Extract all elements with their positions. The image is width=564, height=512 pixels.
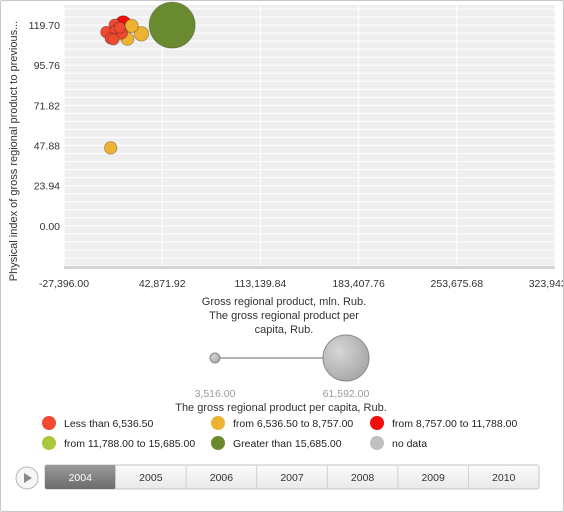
x-tick-label: -27,396.00 — [39, 278, 89, 290]
bubble-point[interactable] — [148, 1, 196, 49]
timeline-year-label: 2004 — [69, 472, 93, 484]
bubble-point[interactable] — [133, 25, 150, 42]
y-axis-title: Physical index of gross regional product… — [8, 21, 20, 281]
size-legend-line-2: capita, Rub. — [255, 324, 314, 336]
timeline-year-label: 2010 — [492, 472, 516, 484]
x-axis-line — [64, 266, 555, 269]
legend-label: from 6,536.50 to 8,757.00 — [233, 418, 353, 430]
timeline-year-label: 2006 — [210, 472, 234, 484]
timeline-bar: 2004 2005 2006 2007 2008 2009 2010 — [15, 464, 540, 490]
size-legend-line-1: The gross regional product per — [209, 310, 359, 322]
timeline-year-label: 2007 — [280, 472, 304, 484]
legend-item[interactable]: no data — [370, 436, 427, 450]
y-tick-label: 23.94 — [34, 181, 60, 193]
legend-swatch — [211, 436, 225, 450]
size-legend-min-label: 3,516.00 — [195, 388, 236, 400]
size-legend-title: The gross regional product per capita, R… — [175, 402, 387, 414]
timeline-year-2005[interactable]: 2005 — [115, 466, 163, 488]
timeline-year-2004[interactable]: 2004 — [45, 465, 116, 489]
timeline-year-label: 2008 — [351, 472, 375, 484]
size-legend-min-bubble — [209, 352, 221, 364]
x-tick-label: 323,943.60 — [529, 278, 563, 290]
plot-area: 0.00 23.94 47.88 71.82 95.76 119.70 -27,396.00… — [29, 1, 563, 290]
legend-swatch — [42, 416, 56, 430]
x-tick-label: 183,407.76 — [332, 278, 385, 290]
legend-swatch — [370, 436, 384, 450]
play-icon — [24, 473, 32, 483]
y-tick-label: 95.76 — [34, 60, 60, 72]
x-tick-label: 42,871.92 — [139, 278, 186, 290]
timeline-year-label: 2005 — [139, 472, 163, 484]
legend-label: no data — [392, 438, 427, 450]
y-tick-label: 71.82 — [34, 100, 60, 112]
x-tick-label: 113,139.84 — [235, 278, 287, 290]
y-tick-label: 47.88 — [34, 141, 60, 153]
legend-swatch — [211, 416, 225, 430]
legend-item[interactable]: Greater than 15,685.00 — [211, 436, 342, 450]
x-axis-title: Gross regional product, mln. Rub. — [202, 296, 366, 308]
color-legend: Less than 6,536.50 from 6,536.50 to 8,757… — [42, 416, 517, 450]
legend-label: Less than 6,536.50 — [64, 418, 153, 430]
timeline-selected-bg — [45, 465, 116, 489]
legend-item[interactable]: from 11,788.00 to 15,685.00 — [42, 436, 195, 450]
timeline-year-label: 2009 — [421, 472, 445, 484]
legend-swatch — [370, 416, 384, 430]
bubbles — [100, 1, 196, 155]
size-legend-max-label: 61,592.00 — [323, 388, 370, 400]
legend-label: Greater than 15,685.00 — [233, 438, 342, 450]
timeline-year-2009[interactable]: 2009 — [397, 466, 445, 488]
bubble-point[interactable] — [107, 33, 120, 46]
y-tick-label: 119.70 — [29, 20, 60, 32]
bubble-point[interactable] — [113, 21, 126, 34]
timeline-year-2010[interactable]: 2010 — [467, 466, 516, 488]
legend-item[interactable]: from 8,757.00 to 11,788.00 — [370, 416, 517, 430]
legend-item[interactable]: Less than 6,536.50 — [42, 416, 153, 430]
bubble-point[interactable] — [103, 141, 118, 155]
legend-label: from 11,788.00 to 15,685.00 — [64, 438, 195, 450]
y-tick-label: 0.00 — [40, 221, 61, 233]
x-tick-label: 253,675.68 — [431, 278, 484, 290]
grid-lines — [63, 5, 556, 267]
timeline-year-2006[interactable]: 2006 — [185, 466, 234, 488]
legend-label: from 8,757.00 to 11,788.00 — [392, 418, 517, 430]
size-legend: The gross regional product per capita, R… — [175, 310, 387, 414]
timeline-year-2008[interactable]: 2008 — [326, 466, 375, 488]
size-legend-max-bubble — [322, 334, 370, 382]
legend-item[interactable]: from 6,536.50 to 8,757.00 — [211, 416, 353, 430]
timeline-year-2007[interactable]: 2007 — [256, 466, 304, 488]
plot-background — [64, 5, 555, 266]
legend-swatch — [42, 436, 56, 450]
